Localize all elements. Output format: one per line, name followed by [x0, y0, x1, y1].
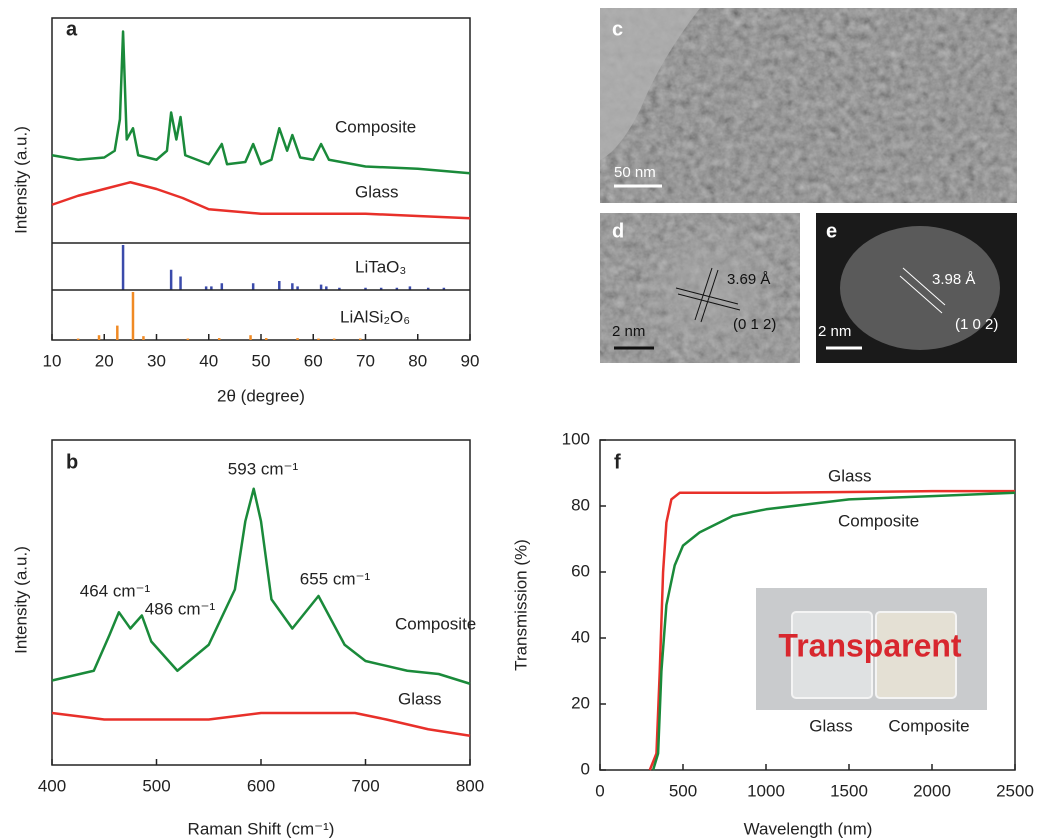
x-tick-label: 500: [142, 776, 170, 795]
x-tick-label: 500: [669, 781, 697, 800]
series-line: [52, 182, 470, 218]
x-tick-label: 30: [147, 351, 166, 370]
scale-bar-label: 50 nm: [614, 164, 656, 181]
reference-label: LiAlSi₂O₆: [340, 307, 410, 326]
scale-bar-label: 2 nm: [818, 323, 851, 340]
lattice-plane: (1 0 2): [955, 316, 998, 333]
series-line: [52, 713, 470, 736]
x-tick-label: 2000: [913, 781, 951, 800]
x-tick-label: 10: [43, 351, 62, 370]
x-tick-label: 700: [351, 776, 379, 795]
panel-label: f: [614, 451, 621, 473]
micrograph-d: d 3.69 Å (0 1 2) 2 nm: [600, 213, 800, 363]
x-tick-label: 1500: [830, 781, 868, 800]
inset-text: Transparent: [778, 627, 962, 663]
inset-label: Glass: [809, 716, 852, 735]
y-tick-label: 60: [571, 561, 590, 580]
series-line: [52, 32, 470, 174]
series-label: Composite: [395, 614, 476, 633]
plot-frame: [52, 440, 470, 765]
x-tick-label: 80: [408, 351, 427, 370]
peak-annotation: 593 cm⁻¹: [228, 459, 299, 478]
series-label: Composite: [335, 117, 416, 136]
x-tick-label: 60: [304, 351, 323, 370]
panel-label: c: [612, 18, 623, 40]
panel-label: a: [66, 18, 78, 40]
micrograph-c: c 50 nm: [600, 8, 1017, 203]
peak-annotation: 464 cm⁻¹: [80, 581, 151, 600]
y-tick-label: 40: [571, 627, 590, 646]
y-tick-label: 80: [571, 495, 590, 514]
inset-photo: Transparent Glass Composite: [756, 588, 987, 735]
reference-label: LiTaO₃: [355, 257, 406, 276]
inset-label: Composite: [888, 716, 969, 735]
series-label: Composite: [838, 511, 919, 530]
x-axis-label: Wavelength (nm): [744, 819, 873, 838]
x-axis-label: 2θ (degree): [217, 386, 305, 405]
x-axis-label: Raman Shift (cm⁻¹): [188, 819, 335, 838]
lattice-plane: (0 1 2): [733, 316, 776, 333]
x-tick-label: 40: [199, 351, 218, 370]
panel-label: d: [612, 220, 624, 242]
panel-label: b: [66, 451, 78, 473]
x-tick-label: 20: [95, 351, 114, 370]
y-axis-label: Intensity (a.u.): [11, 126, 30, 234]
x-tick-label: 90: [461, 351, 480, 370]
x-tick-label: 600: [247, 776, 275, 795]
scale-bar-label: 2 nm: [612, 323, 645, 340]
x-tick-label: 0: [595, 781, 604, 800]
x-tick-label: 400: [38, 776, 66, 795]
d-spacing: 3.69 Å: [727, 271, 770, 288]
micrograph-e: e 3.98 Å (1 0 2) 2 nm: [816, 213, 1017, 363]
series-label: Glass: [355, 182, 398, 201]
series-label: Glass: [828, 466, 871, 485]
panel-label: e: [826, 220, 837, 242]
d-spacing: 3.98 Å: [932, 271, 975, 288]
peak-annotation: 655 cm⁻¹: [300, 569, 371, 588]
x-tick-label: 70: [356, 351, 375, 370]
y-tick-label: 100: [562, 429, 590, 448]
y-axis-label: Intensity (a.u.): [11, 546, 30, 654]
figure: c 50 nm d 3.69 Å (0 1 2) 2 nm e 3.98 Å (…: [0, 0, 1045, 840]
plot-frame: [52, 18, 470, 340]
peak-annotation: 486 cm⁻¹: [145, 599, 216, 618]
x-tick-label: 1000: [747, 781, 785, 800]
series-label: Glass: [398, 689, 441, 708]
x-tick-label: 50: [252, 351, 271, 370]
y-tick-label: 0: [581, 759, 590, 778]
y-tick-label: 20: [571, 693, 590, 712]
x-tick-label: 800: [456, 776, 484, 795]
y-axis-label: Transmission (%): [511, 539, 530, 671]
x-tick-label: 2500: [996, 781, 1034, 800]
